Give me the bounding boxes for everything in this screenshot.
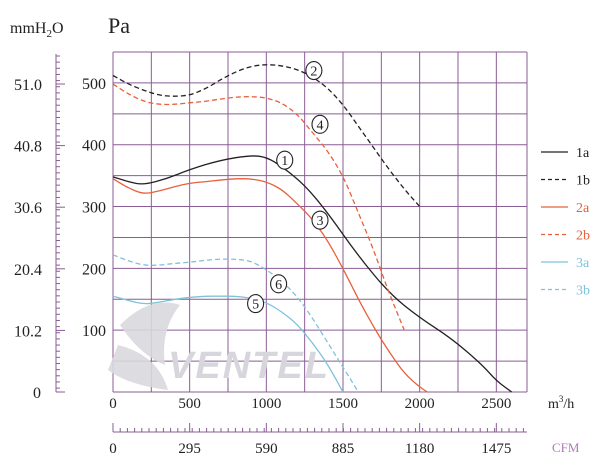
pa-tick-label: 400 [82, 138, 106, 155]
cfm-tick-label: 885 [332, 441, 355, 457]
curve-tag-circle [247, 294, 265, 314]
chart-grid [112, 51, 528, 393]
mmh2o-tick-label: 40.8 [14, 139, 42, 156]
m3h-tick-label: 1500 [328, 396, 358, 412]
cfm-tick-label: 0 [109, 441, 117, 457]
curve-3b [112, 254, 359, 393]
curve-tag-circle [311, 210, 329, 230]
m3h-tick-label: 2500 [481, 396, 511, 412]
watermark-text: VENTEL [168, 345, 330, 387]
curve-tag-label: 1 [281, 154, 288, 169]
chart-legend: 1a 1b 2a 2b 3a 3b [541, 146, 590, 299]
mmh2o-tick-label: 20.4 [14, 262, 42, 279]
mmh2o-tick-label: 30.6 [14, 200, 42, 217]
mmh2o-unit-label: mmH2O [10, 20, 64, 40]
ventel-watermark: VENTEL [108, 302, 330, 390]
m3h-tick-label: 500 [178, 396, 201, 412]
m3h-unit-label: m3/h [548, 394, 574, 412]
pa-tick-label: 100 [82, 323, 106, 340]
chart-axes: 51.0 40.8 30.6 20.4 10.2 0 100 200 300 400 500 0 500… [14, 54, 527, 457]
mmh2o-tick-label: 10.2 [14, 323, 42, 340]
legend-label-3a: 3a [576, 256, 590, 271]
pa-tick-label: 300 [82, 200, 106, 217]
curve-tag-label: 2 [310, 65, 317, 80]
mmh2o-tick-label: 51.0 [14, 77, 42, 94]
mmh2o-tick-label: 0 [33, 385, 41, 402]
pa-tick-label: 200 [82, 261, 106, 278]
legend-label-1b: 1b [576, 174, 590, 189]
curve-tag-circle [311, 114, 329, 134]
m3h-tick-label: 1000 [251, 396, 281, 412]
curve-tag-label: 6 [275, 278, 282, 293]
curve-tag-circle [270, 274, 288, 294]
cfm-tick-label: 590 [255, 441, 278, 457]
watermark-fan-blade [120, 302, 180, 365]
watermark-fan-blade [108, 345, 168, 390]
curve-tag-label: 3 [317, 214, 324, 229]
cfm-unit-label: CFM [552, 440, 580, 455]
legend-label-2b: 2b [576, 229, 590, 244]
m3h-tick-label: 0 [109, 396, 117, 412]
curve-1b [112, 64, 421, 207]
curve-tag-circle [276, 150, 294, 170]
cfm-tick-label: 1180 [405, 441, 434, 457]
pa-tick-label: 500 [82, 76, 106, 93]
curve-tags: 1 2 3 4 5 6 [247, 60, 329, 314]
curve-3a [112, 295, 344, 393]
cfm-tick-label: 1475 [481, 441, 511, 457]
legend-label-3b: 3b [576, 284, 590, 299]
curve-tag-label: 4 [317, 118, 324, 133]
m3h-tick-label: 2000 [405, 396, 435, 412]
cfm-tick-label: 295 [178, 441, 201, 457]
pa-unit-label: Pa [108, 13, 130, 38]
curve-2b [112, 83, 405, 331]
curve-tag-circle [305, 60, 323, 81]
curve-2a [112, 178, 428, 393]
legend-label-2a: 2a [576, 201, 590, 216]
curve-tag-label: 5 [252, 298, 259, 313]
legend-label-1a: 1a [576, 146, 590, 161]
